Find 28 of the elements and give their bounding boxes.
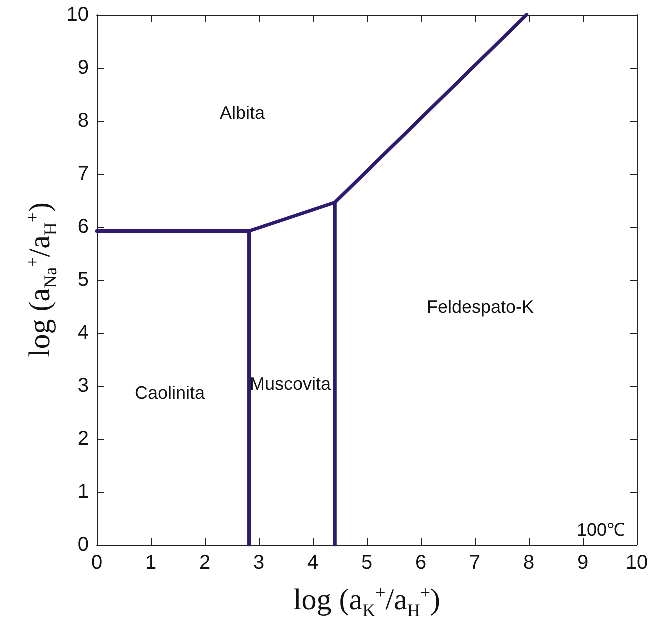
y-tick-label: 1	[78, 481, 89, 503]
y-tick-label: 9	[78, 57, 89, 79]
y-tick-label: 3	[78, 375, 89, 397]
x-tick-label: 8	[523, 552, 535, 574]
x-tick-label: 0	[91, 552, 103, 574]
y-tick-label: 8	[78, 110, 89, 132]
annotation: 100℃	[576, 520, 626, 540]
annotation: Muscovita	[250, 374, 332, 394]
y-tick-label: 5	[78, 269, 89, 291]
x-tick-label: 4	[307, 552, 319, 574]
y-tick-label: 7	[78, 163, 89, 185]
annotation: Caolinita	[135, 383, 206, 403]
annotation: Albita	[220, 103, 266, 123]
x-tick-label: 6	[415, 552, 427, 574]
x-tick-label: 5	[361, 552, 373, 574]
x-tick-label: 1	[145, 552, 157, 574]
x-tick-label: 2	[199, 552, 211, 574]
y-tick-label: 6	[78, 216, 89, 238]
y-tick-label: 2	[78, 428, 89, 450]
x-tick-label: 10	[626, 552, 648, 574]
x-axis-title: log (a$_{K}$$^{+}$/a$_{H}$$^{+}$)	[293, 582, 441, 621]
y-tick-label: 10	[66, 4, 89, 26]
annotation: Feldespato-K	[427, 297, 534, 317]
y-tick-label: 0	[78, 534, 89, 556]
x-tick-label: 7	[469, 552, 481, 574]
y-tick-label: 4	[78, 322, 89, 344]
x-tick-label: 9	[577, 552, 589, 574]
x-tick-label: 3	[253, 552, 265, 574]
